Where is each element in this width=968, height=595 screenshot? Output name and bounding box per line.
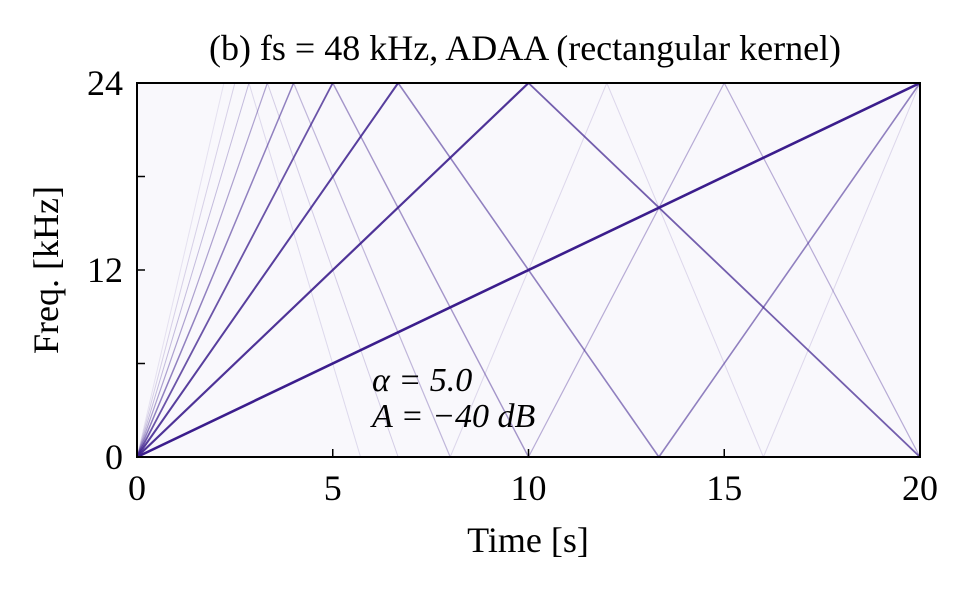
x-tick-label: 0 (128, 468, 146, 508)
annotation: A = −40 dB (370, 398, 536, 435)
x-tick-label: 10 (511, 468, 547, 508)
harmonic-line (293, 82, 451, 458)
harmonic-line (658, 82, 921, 458)
harmonic-line (606, 82, 764, 458)
harmonic-line (723, 82, 921, 458)
harmonic-line (136, 82, 225, 458)
harmonic-line (248, 82, 362, 458)
harmonic-line (527, 82, 725, 458)
x-tick-label: 15 (706, 468, 742, 508)
y-tick-label: 12 (87, 250, 123, 290)
harmonic-line (136, 82, 295, 458)
harmonic-line (266, 82, 399, 458)
harmonic-line (762, 82, 921, 458)
y-tick-label: 0 (105, 437, 123, 477)
y-axis-label: Freq. [kHz] (26, 186, 66, 354)
x-tick-label: 20 (902, 468, 938, 508)
harmonic-line (397, 82, 660, 458)
harmonic-line (136, 82, 399, 458)
harmonic-line (449, 82, 608, 458)
annotation: α = 5.0 (372, 362, 472, 399)
harmonic-line (136, 82, 530, 458)
harmonic-line (136, 82, 250, 458)
harmonic-line (136, 82, 268, 458)
x-axis-label: Time [s] (467, 520, 589, 560)
harmonic-line (527, 82, 921, 458)
chart-title: (b) fs = 48 kHz, ADAA (rectangular kerne… (209, 28, 841, 68)
harmonic-line (136, 82, 236, 458)
x-tick-label: 5 (324, 468, 342, 508)
harmonic-line (136, 82, 334, 458)
harmonic-line (332, 82, 530, 458)
y-tick-label: 24 (87, 63, 123, 103)
